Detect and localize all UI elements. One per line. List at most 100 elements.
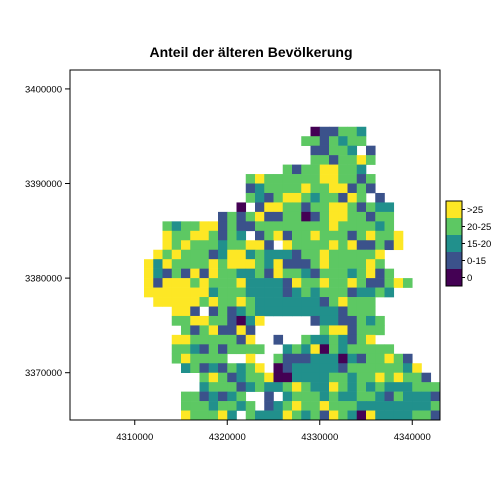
raster-cell (356, 164, 367, 175)
raster-cell (227, 334, 237, 345)
raster-cell (338, 353, 348, 364)
raster-cell (208, 221, 219, 232)
raster-cell (356, 315, 367, 326)
raster-cell (208, 306, 219, 317)
raster-cell (190, 268, 200, 279)
raster-cell (236, 401, 247, 411)
raster-cell (430, 382, 441, 392)
raster-cell (319, 136, 330, 146)
legend-label: 0-15 (467, 256, 486, 267)
raster-cell (218, 240, 228, 251)
raster-cell (227, 315, 237, 326)
raster-cell (218, 401, 228, 411)
raster-cell (347, 249, 358, 260)
raster-cell (412, 401, 422, 411)
raster-cell (245, 344, 256, 355)
raster-cell (208, 363, 219, 373)
raster-cell (421, 382, 432, 392)
raster-cell (218, 334, 228, 345)
raster-cell (208, 391, 219, 402)
raster-cell (255, 211, 265, 222)
raster-cell (245, 249, 256, 260)
raster-cell (375, 211, 385, 222)
raster-cell (218, 297, 228, 307)
raster-cell (301, 344, 311, 355)
y-axis: 3370000 3380000 3390000 3400000 (25, 84, 70, 379)
raster-cell (310, 410, 321, 421)
raster-cell (375, 372, 385, 383)
raster-cell (329, 410, 339, 421)
raster-cell (273, 174, 284, 184)
raster-cell (144, 287, 154, 298)
raster-cell (301, 183, 311, 194)
raster-cell (310, 164, 321, 175)
raster-cell (319, 230, 330, 241)
raster-cell (227, 372, 237, 383)
raster-cell (319, 325, 330, 336)
raster-cell (255, 192, 265, 203)
raster-cell (319, 353, 330, 364)
raster-cell (153, 268, 163, 279)
raster-cell (393, 401, 404, 411)
y-tick-label: 3370000 (25, 368, 62, 379)
legend: >25 20-25 15-20 0-15 0 (445, 200, 491, 287)
raster-cell (319, 401, 330, 411)
raster-cell (347, 287, 358, 298)
raster-cell (356, 268, 367, 279)
raster-cell (384, 268, 395, 279)
raster-cell (162, 249, 173, 260)
raster-cell (273, 259, 284, 269)
raster-cell (264, 259, 274, 269)
raster-cell (181, 249, 191, 260)
raster-cell (356, 136, 367, 146)
raster-cell (338, 372, 348, 383)
raster-cell (412, 391, 422, 402)
raster-cell (199, 382, 210, 392)
raster-cell (329, 202, 339, 213)
raster-cell (236, 221, 247, 232)
raster-cell (301, 202, 311, 213)
raster-cell (319, 306, 330, 317)
raster-cell (347, 344, 358, 355)
raster-cell (384, 211, 395, 222)
raster-cell (329, 344, 339, 355)
raster-cell (375, 221, 385, 232)
raster-cell (356, 287, 367, 298)
raster-cell (329, 259, 339, 269)
raster-cell (282, 372, 293, 383)
raster-cell (162, 297, 173, 307)
raster-cell (236, 259, 247, 269)
raster-cell (264, 240, 274, 251)
raster-cell (393, 382, 404, 392)
legend-label: >25 (467, 205, 483, 216)
raster-cell (338, 221, 348, 232)
raster-cell (273, 401, 284, 411)
raster-cell (218, 315, 228, 326)
raster-cell (421, 372, 432, 383)
raster-cell (273, 192, 284, 203)
raster-cell (319, 334, 330, 345)
raster-cell (227, 401, 237, 411)
raster-cell (181, 230, 191, 241)
raster-cell (329, 192, 339, 203)
raster-cell (338, 174, 348, 184)
raster-cell (273, 278, 284, 288)
raster-cell (403, 391, 413, 402)
raster-cell (236, 382, 247, 392)
raster-cell (356, 230, 367, 241)
raster-cell (338, 230, 348, 241)
raster-cell (162, 230, 173, 241)
raster-cell (273, 211, 284, 222)
raster-cell (301, 382, 311, 392)
raster-cell (329, 391, 339, 402)
raster-cell (310, 221, 321, 232)
raster-cell (347, 363, 358, 373)
raster-cell (227, 221, 237, 232)
raster-cell (356, 202, 367, 213)
raster-cell (190, 344, 200, 355)
raster-cell (292, 306, 302, 317)
legend-swatch (446, 252, 462, 269)
raster-cell (356, 306, 367, 317)
raster-cell (181, 287, 191, 298)
raster-cell (329, 249, 339, 260)
